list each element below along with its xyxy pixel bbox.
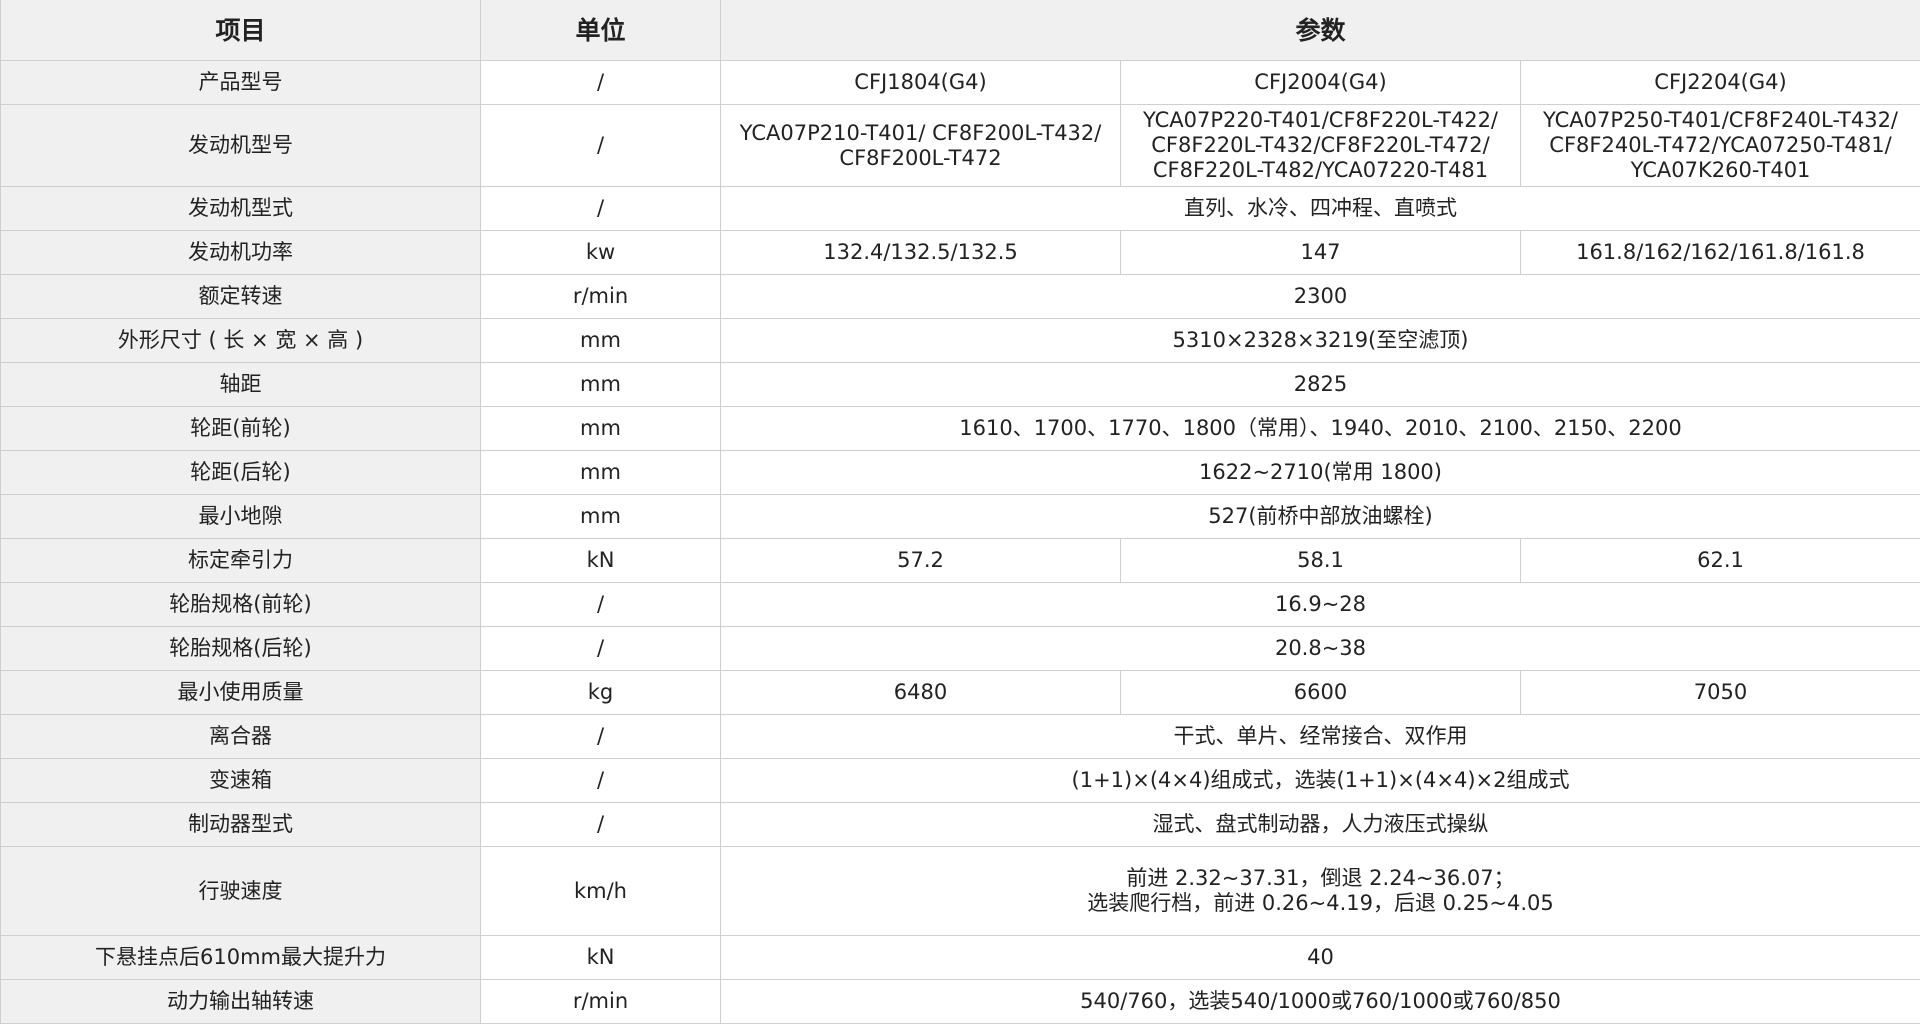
row-unit: / bbox=[480, 714, 721, 759]
row-value: CFJ2004(G4) bbox=[1120, 60, 1521, 105]
row-label: 标定牵引力 bbox=[0, 538, 481, 583]
row-label: 轮距(后轮) bbox=[0, 450, 481, 495]
row-unit: mm bbox=[480, 318, 721, 363]
row-unit: km/h bbox=[480, 846, 721, 936]
table-row: 离合器 / 干式、单片、经常接合、双作用 bbox=[0, 714, 1920, 759]
table-row: 发动机功率 kw 132.4/132.5/132.5 147 161.8/162/162… bbox=[0, 230, 1920, 275]
row-unit: kw bbox=[480, 230, 721, 275]
row-value: 干式、单片、经常接合、双作用 bbox=[720, 714, 1920, 759]
row-unit: / bbox=[480, 802, 721, 847]
row-unit: / bbox=[480, 104, 721, 187]
row-value: 527(前桥中部放油螺栓) bbox=[720, 494, 1920, 539]
row-value: 57.2 bbox=[720, 538, 1121, 583]
row-label: 最小地隙 bbox=[0, 494, 481, 539]
row-label: 动力输出轴转速 bbox=[0, 979, 481, 1024]
row-unit: r/min bbox=[480, 274, 721, 319]
header-row: 项目 单位 参数 bbox=[0, 0, 1920, 61]
table-row: 发动机型号 / YCA07P210-T401/ CF8F200L-T432/ CF8… bbox=[0, 104, 1920, 187]
table-row: 发动机型式 / 直列、水冷、四冲程、直喷式 bbox=[0, 186, 1920, 231]
table-row: 轮胎规格(前轮)/16.9~28 bbox=[0, 582, 1920, 627]
row-value: 58.1 bbox=[1120, 538, 1521, 583]
row-label: 制动器型式 bbox=[0, 802, 481, 847]
row-value: (1+1)×(4×4)组成式，选装(1+1)×(4×4)×2组成式 bbox=[720, 758, 1920, 803]
row-value: 1622~2710(常用 1800) bbox=[720, 450, 1920, 495]
header-params: 参数 bbox=[720, 0, 1920, 61]
row-value: YCA07P220-T401/CF8F220L-T422/ CF8F220L-T… bbox=[1120, 104, 1521, 187]
row-label: 产品型号 bbox=[0, 60, 481, 105]
row-unit: mm bbox=[480, 406, 721, 451]
row-value: CFJ1804(G4) bbox=[720, 60, 1121, 105]
row-value: 161.8/162/162/161.8/161.8 bbox=[1520, 230, 1920, 275]
header-item: 项目 bbox=[0, 0, 481, 61]
row-unit: mm bbox=[480, 494, 721, 539]
row-unit: kN bbox=[480, 538, 721, 583]
row-label: 下悬挂点后610mm最大提升力 bbox=[0, 935, 481, 980]
row-unit: / bbox=[480, 582, 721, 627]
row-value: 1610、1700、1770、1800（常用）、1940、2010、2100、2… bbox=[720, 406, 1920, 451]
table-row: 制动器型式 / 湿式、盘式制动器，人力液压式操纵 bbox=[0, 802, 1920, 847]
row-label: 发动机型式 bbox=[0, 186, 481, 231]
row-value: 2825 bbox=[720, 362, 1920, 407]
row-value: 6480 bbox=[720, 670, 1121, 715]
row-unit: mm bbox=[480, 450, 721, 495]
row-label: 轮胎规格(前轮) bbox=[0, 582, 481, 627]
row-value: 40 bbox=[720, 935, 1920, 980]
row-label: 外形尺寸 ( 长 × 宽 × 高 ) bbox=[0, 318, 481, 363]
row-label: 离合器 bbox=[0, 714, 481, 759]
row-label: 发动机型号 bbox=[0, 104, 481, 187]
row-label: 发动机功率 bbox=[0, 230, 481, 275]
row-value: 62.1 bbox=[1520, 538, 1920, 583]
row-value: 直列、水冷、四冲程、直喷式 bbox=[720, 186, 1920, 231]
row-value: 前进 2.32~37.31，倒退 2.24~36.07； 选装爬行档，前进 0.2… bbox=[720, 846, 1920, 936]
row-unit: / bbox=[480, 186, 721, 231]
row-unit: / bbox=[480, 626, 721, 671]
table-row: 最小地隙 mm 527(前桥中部放油螺栓) bbox=[0, 494, 1920, 539]
table-row: 额定转速 r/min 2300 bbox=[0, 274, 1920, 319]
row-label: 轴距 bbox=[0, 362, 481, 407]
header-unit: 单位 bbox=[480, 0, 721, 61]
row-label: 轮距(前轮) bbox=[0, 406, 481, 451]
row-label: 行驶速度 bbox=[0, 846, 481, 936]
row-value: YCA07P210-T401/ CF8F200L-T432/ CF8F200L-… bbox=[720, 104, 1121, 187]
table-row: 变速箱 / (1+1)×(4×4)组成式，选装(1+1)×(4×4)×2组成式 bbox=[0, 758, 1920, 803]
row-value: 540/760，选装540/1000或760/1000或760/850 bbox=[720, 979, 1920, 1024]
table-row: 轮距(前轮) mm 1610、1700、1770、1800（常用）、1940、201… bbox=[0, 406, 1920, 451]
table-row: 外形尺寸 ( 长 × 宽 × 高 ) mm 5310×2328×3219(至空滤顶) bbox=[0, 318, 1920, 363]
row-unit: kN bbox=[480, 935, 721, 980]
row-unit: / bbox=[480, 60, 721, 105]
row-label: 最小使用质量 bbox=[0, 670, 481, 715]
table-row: 轮胎规格(后轮)/20.8~38 bbox=[0, 626, 1920, 671]
row-value: 16.9~28 bbox=[720, 582, 1920, 627]
table-row: 最小使用质量 kg 6480 6600 7050 bbox=[0, 670, 1920, 715]
row-value: 2300 bbox=[720, 274, 1920, 319]
row-value: 湿式、盘式制动器，人力液压式操纵 bbox=[720, 802, 1920, 847]
row-value: 132.4/132.5/132.5 bbox=[720, 230, 1121, 275]
row-value: 20.8~38 bbox=[720, 626, 1920, 671]
table-row: 标定牵引力 kN 57.2 58.1 62.1 bbox=[0, 538, 1920, 583]
table-row: 动力输出轴转速 r/min 540/760，选装540/1000或760/1000或… bbox=[0, 979, 1920, 1024]
row-label: 变速箱 bbox=[0, 758, 481, 803]
table-row: 下悬挂点后610mm最大提升力 kN 40 bbox=[0, 935, 1920, 980]
table-row: 产品型号 / CFJ1804(G4) CFJ2004(G4) CFJ2204(G4) bbox=[0, 60, 1920, 105]
row-unit: mm bbox=[480, 362, 721, 407]
row-value-line: 前进 2.32~37.31，倒退 2.24~36.07； bbox=[1126, 866, 1515, 890]
row-label: 轮胎规格(后轮) bbox=[0, 626, 481, 671]
table-row: 轮距(后轮) mm 1622~2710(常用 1800) bbox=[0, 450, 1920, 495]
row-label: 额定转速 bbox=[0, 274, 481, 319]
row-value: 147 bbox=[1120, 230, 1521, 275]
row-unit: kg bbox=[480, 670, 721, 715]
row-value: 6600 bbox=[1120, 670, 1521, 715]
row-value: CFJ2204(G4) bbox=[1520, 60, 1920, 105]
row-value: YCA07P250-T401/CF8F240L-T432/ CF8F240L-T… bbox=[1520, 104, 1920, 187]
table-row: 轴距 mm 2825 bbox=[0, 362, 1920, 407]
row-unit: / bbox=[480, 758, 721, 803]
row-unit: r/min bbox=[480, 979, 721, 1024]
table-row: 行驶速度 km/h 前进 2.32~37.31，倒退 2.24~36.07； 选装爬行… bbox=[0, 846, 1920, 936]
row-value: 7050 bbox=[1520, 670, 1920, 715]
row-value-line: 选装爬行档，前进 0.26~4.19，后退 0.25~4.05 bbox=[1087, 891, 1554, 915]
row-value: 5310×2328×3219(至空滤顶) bbox=[720, 318, 1920, 363]
